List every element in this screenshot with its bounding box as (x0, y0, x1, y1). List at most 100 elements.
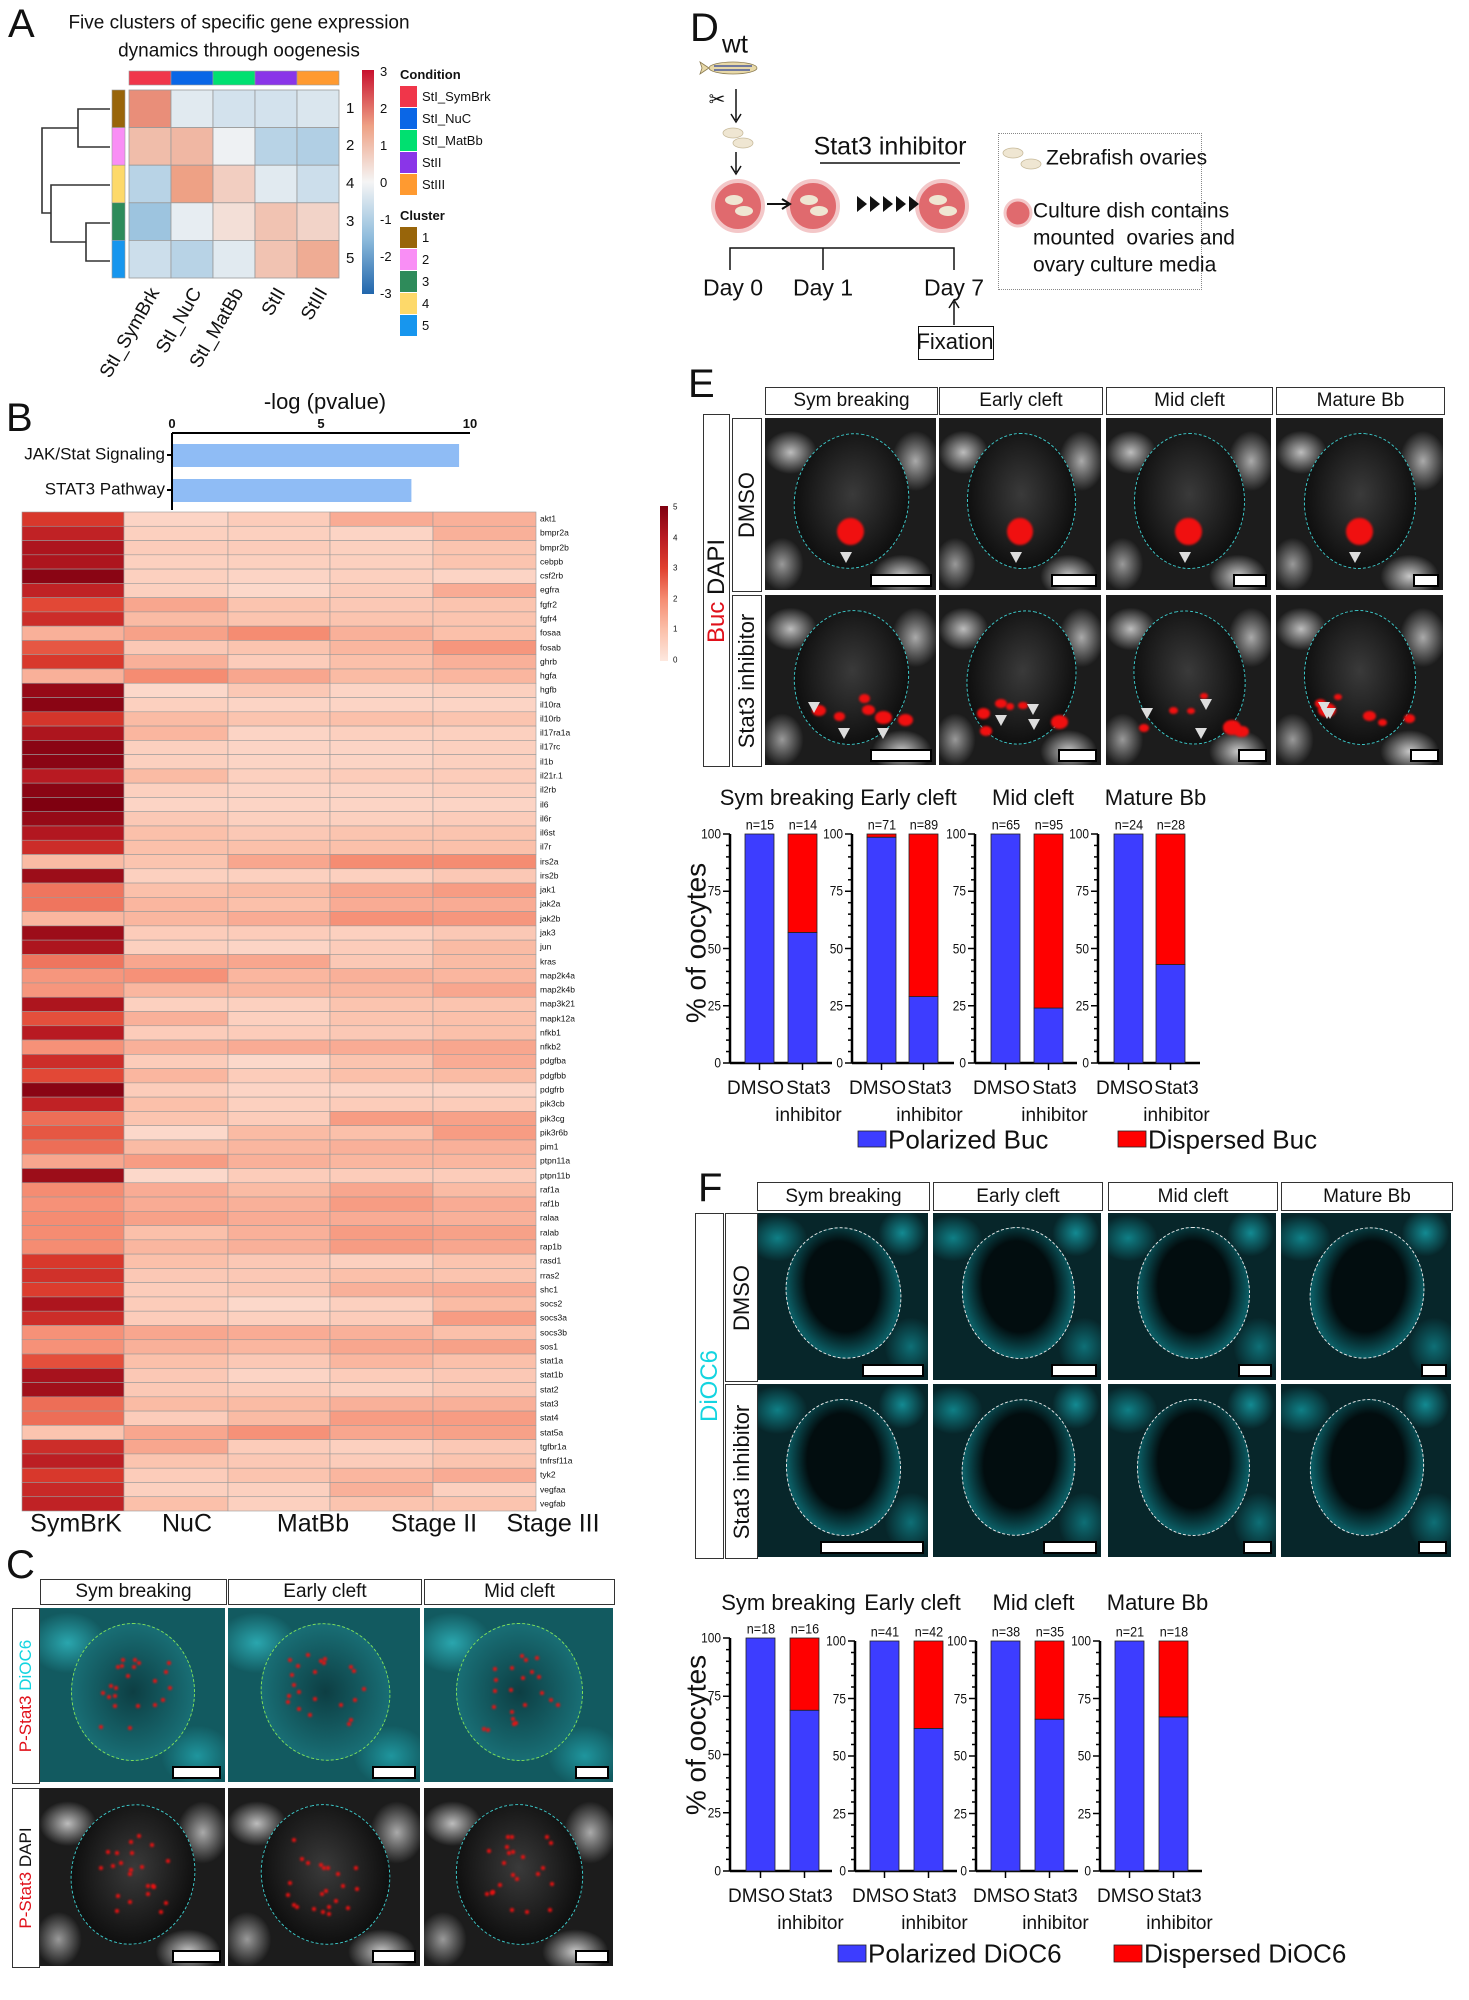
progression-arrowhead (883, 196, 893, 212)
f-column-header: Early cleft (933, 1182, 1103, 1211)
scale-bar (575, 1766, 609, 1779)
gene-heatmap-cell (21, 554, 125, 570)
gene-heatmap-cell (329, 1168, 434, 1184)
f-image-stat3-inhibitor-oocyte-outline (1303, 1394, 1431, 1541)
bar-y-tick-label: 50 (1077, 1747, 1091, 1764)
gene-heatmap-column-label: MatBb (276, 1509, 350, 1538)
gene-heatmap-cell (123, 1282, 229, 1298)
gene-heatmap-cell (432, 782, 537, 798)
gene-label: map2k4b (540, 984, 575, 995)
gene-heatmap-cell (21, 1325, 125, 1341)
gene-label: il21r.1 (540, 770, 563, 781)
gene-heatmap-cell (432, 996, 537, 1012)
cluster-annotation-1 (111, 89, 126, 128)
bar-chart-title: Mid cleft (992, 1589, 1075, 1615)
d-strain-label: wt (722, 28, 748, 59)
red-dot (297, 1706, 302, 1711)
gene-heatmap-cell (123, 568, 229, 584)
gene-label: ptpn11b (540, 1169, 571, 1180)
scale-bar (870, 574, 932, 587)
bar-y-tick-label: 75 (832, 1689, 846, 1706)
progression-arrowhead (909, 196, 919, 212)
heatmap-a-row-label: 4 (346, 174, 355, 192)
gene-heatmap-cell (329, 854, 434, 870)
red-dot (349, 1717, 354, 1722)
bar-segment-polarized (789, 1709, 820, 1872)
red-dot (361, 1687, 366, 1692)
red-dot (119, 1663, 124, 1668)
c-column-header: Sym breaking (40, 1579, 227, 1605)
e-column-header-text: Mature Bb (1316, 390, 1405, 411)
f-bar-y-axis-label: % of oocytes (680, 1654, 712, 1816)
scale-bar (1410, 749, 1439, 762)
bar-segment-polarized (1113, 833, 1144, 1064)
red-dot (127, 1872, 132, 1877)
arrowhead-marker (1320, 708, 1333, 720)
gene-heatmap-cell (432, 1467, 537, 1483)
gene-heatmap-cell (227, 768, 331, 784)
c-column-header: Early cleft (228, 1579, 422, 1605)
scale-bar (1238, 749, 1267, 762)
red-dot (164, 1901, 169, 1906)
gene-heatmap-cell (21, 1282, 125, 1298)
bar-segment-dispersed (787, 833, 818, 933)
cluster-legend-swatch (400, 315, 417, 336)
red-dot (322, 1865, 327, 1870)
gene-heatmap-cell (432, 540, 537, 556)
gene-heatmap-cell (329, 1339, 434, 1355)
colorbar-a (362, 70, 374, 294)
red-dot (492, 1704, 497, 1709)
red-signal-blob (836, 517, 865, 546)
arrowhead-marker (837, 728, 850, 740)
colorbar-a-tick: 2 (380, 100, 388, 116)
gene-label: cebpb (540, 556, 564, 567)
red-dot (547, 1908, 552, 1913)
gene-heatmap-cell (21, 1353, 125, 1369)
condition-legend-swatch (400, 108, 417, 129)
red-dot (294, 1904, 299, 1909)
gene-heatmap-column-label: Stage II (390, 1509, 478, 1538)
f-row-label-dmso: DMSO (725, 1213, 758, 1382)
bar-y-tick-label: 25 (707, 1804, 721, 1821)
gene-heatmap-cell (329, 882, 434, 898)
e-stain-label-text: Buc DAPI (703, 538, 731, 642)
culture-dish-icon (786, 179, 840, 233)
red-dot (150, 1843, 155, 1848)
gene-heatmap-cell (329, 583, 434, 598)
bar-y-tick-label: 75 (707, 882, 721, 899)
red-dot (519, 1654, 524, 1659)
bar-y-tick-label: 100 (1071, 1632, 1091, 1649)
gene-heatmap-cell (21, 1453, 125, 1469)
bar-segment-dispersed (1158, 1640, 1189, 1718)
red-dot (352, 1697, 357, 1702)
gene-heatmap-cell (123, 911, 229, 927)
legend-swatch-polarized (837, 1944, 867, 1963)
bar-n-label: n=71 (867, 816, 896, 833)
e-row-label-dmso-part: DMSO (734, 472, 759, 538)
bar-chart-title: Mature Bb (1104, 784, 1207, 810)
red-dot (326, 1866, 331, 1871)
gene-heatmap-cell (329, 1225, 434, 1241)
red-signal-blob (979, 726, 993, 737)
bar-n-label: n=28 (1156, 816, 1185, 833)
bar-category-label: Stat3 inhibitor (901, 1886, 968, 1934)
bar-category-label: Stat3 inhibitor (1022, 1886, 1089, 1934)
gene-heatmap-cell (21, 1039, 125, 1055)
bar-segment-polarized (1158, 1716, 1189, 1872)
condition-annotation-4 (254, 70, 298, 86)
gene-heatmap-cell (227, 1054, 331, 1069)
f-image-dmso-oocyte-outline (1297, 1217, 1437, 1370)
gene-label: mapk12a (540, 1012, 575, 1023)
gene-heatmap-cell (227, 1139, 331, 1155)
c-row-label-dioc6-part: P-Stat3 (16, 1695, 35, 1753)
gene-label: pdgfrb (540, 1084, 565, 1095)
gene-heatmap-cell (21, 597, 125, 613)
gene-heatmap-cell (329, 1068, 434, 1084)
bar-segment-dispersed (1034, 1640, 1065, 1720)
red-dot (536, 1871, 541, 1876)
condition-annotation-5 (296, 70, 340, 86)
gene-label: il10ra (540, 698, 561, 709)
heatmap-a-cell (296, 239, 340, 279)
bar-segment-polarized (908, 996, 939, 1064)
arrowhead-marker (1195, 728, 1208, 740)
